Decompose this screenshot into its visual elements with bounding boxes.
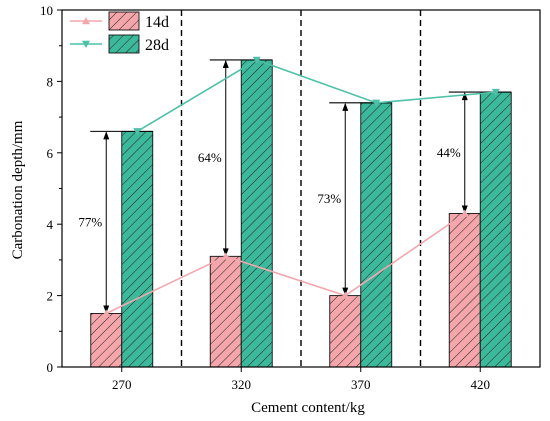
arrow-head-up [222,59,229,68]
bar-14d-hatch [448,213,481,368]
y-axis-title: Carbonation depth/mm [10,120,26,259]
bar-14d-hatch [90,313,123,368]
legend-label: 28d [145,37,169,54]
percentage-label: 73% [317,191,341,206]
line-28d-marker [252,56,261,64]
x-axis-title: Cement content/kg [251,400,365,416]
bar-28d-hatch [360,102,393,368]
percentage-label: 44% [437,145,461,160]
y-tick-label: 6 [47,146,54,161]
line-14d-marker [221,252,230,260]
arrow-head-up [461,92,468,101]
legend-swatch-hatch [108,34,140,54]
y-tick-label: 10 [40,3,53,18]
x-tick-label: 320 [232,377,252,392]
line-14d-marker [102,309,111,317]
y-tick-label: 2 [47,289,54,304]
line-28d-marker [133,128,142,136]
arrow-head-down [222,248,229,257]
legend-marker [82,17,90,25]
x-tick-label: 270 [112,377,132,392]
line-14d-marker [460,209,469,217]
x-tick-label: 420 [471,377,491,392]
bar-28d-hatch [240,59,273,368]
line-28d [136,59,496,133]
bar-14d-hatch [329,295,362,368]
y-tick-label: 4 [47,217,54,232]
legend-label: 14d [145,14,169,31]
plot-area: 77% 64% 73% 44% 0 2 4 6 8 10 270 320 370 420 14d 28d [40,3,541,392]
y-tick-label: 8 [47,74,54,89]
line-14d-marker [341,291,350,299]
legend-marker [82,40,90,48]
arrow-head-up [342,102,349,111]
y-tick-label: 0 [47,360,54,375]
bar-14d-hatch [209,255,242,368]
line-14d [105,212,466,315]
line-28d-marker [372,99,381,107]
arrow-head-up [103,131,110,140]
line-28d-marker [491,88,500,97]
legend-swatch-hatch [108,11,140,31]
bar-28d-hatch [121,130,154,368]
percentage-label: 77% [78,214,102,229]
percentage-label: 64% [198,150,222,165]
bar-28d-hatch [479,91,512,368]
x-tick-label: 370 [351,377,371,392]
